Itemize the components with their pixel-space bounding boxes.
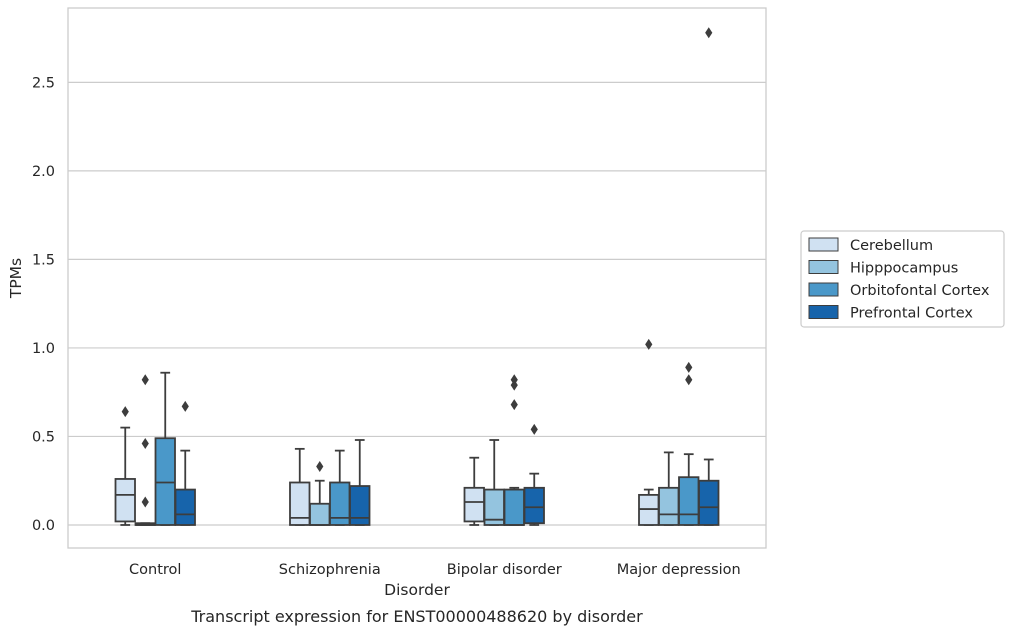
legend-swatch — [808, 305, 839, 319]
box-orbitofontal-cortex — [678, 361, 700, 526]
outlier-point — [530, 423, 538, 435]
legend-label: Orbitofontal Cortex — [850, 283, 990, 299]
box-prefrontal-cortex — [523, 423, 545, 526]
outlier-point — [685, 361, 693, 373]
outlier-point — [510, 399, 518, 411]
y-tick-label: 2.0 — [32, 164, 55, 180]
box-orbitofontal-cortex — [154, 371, 176, 526]
plot-frame — [67, 7, 767, 549]
outlier-point — [510, 374, 518, 386]
box-iqr — [349, 485, 371, 526]
box-cerebellum — [114, 406, 136, 526]
outlier-point — [685, 374, 693, 386]
box-orbitofontal-cortex — [329, 449, 351, 526]
legend-frame — [800, 230, 1005, 328]
outlier-point — [141, 374, 149, 386]
box-iqr — [523, 486, 545, 525]
box-iqr — [698, 479, 720, 526]
box-iqr — [658, 486, 680, 526]
y-tick-label: 0.5 — [32, 429, 55, 445]
box-iqr — [114, 478, 136, 523]
box-prefrontal-cortex — [349, 439, 371, 526]
box-hipppocampus — [134, 374, 156, 526]
outlier-point — [316, 461, 324, 473]
box-prefrontal-cortex — [698, 27, 720, 526]
box-orbitofontal-cortex — [503, 374, 525, 526]
x-tick-label: Major depression — [617, 562, 741, 578]
legend: Cerebellum Hipppocampus Orbitofontal Corte… — [800, 230, 1005, 328]
legend-swatch — [808, 237, 839, 252]
box-prefrontal-cortex — [174, 400, 196, 526]
outlier-point — [181, 400, 189, 412]
outlier-point — [121, 406, 129, 418]
outlier-point — [141, 438, 149, 450]
box-hipppocampus — [658, 451, 680, 526]
outlier-point — [705, 27, 713, 39]
y-tick-label: 1.0 — [32, 341, 55, 357]
y-tick-labels: 0.0 0.5 1.0 1.5 2.0 2.5 — [32, 75, 55, 534]
box-groups — [114, 27, 720, 526]
x-axis-label: Disorder — [384, 581, 450, 599]
legend-swatch — [808, 282, 839, 297]
box-hipppocampus — [483, 439, 505, 526]
y-tick-label: 0.0 — [32, 518, 55, 534]
y-axis-label: TPMs — [7, 258, 25, 299]
x-tick-label: Schizophrenia — [279, 562, 381, 578]
legend-swatch — [808, 260, 839, 274]
legend-label: Prefrontal Cortex — [850, 306, 973, 322]
box-iqr — [174, 488, 196, 526]
box-hipppocampus — [309, 461, 331, 526]
box-cerebellum — [463, 456, 485, 526]
chart-caption: Transcript expression for ENST0000048862… — [190, 607, 643, 626]
box-cerebellum — [638, 338, 660, 526]
x-tick-label: Control — [129, 562, 181, 578]
box-iqr — [503, 488, 525, 526]
y-tick-label: 2.5 — [32, 75, 55, 91]
outlier-point — [141, 496, 149, 508]
x-tick-labels: Control Schizophrenia Bipolar disorder Majo… — [129, 562, 741, 578]
legend-label: Hipppocampus — [850, 261, 958, 277]
y-tick-label: 1.5 — [32, 252, 55, 268]
outlier-point — [645, 338, 653, 350]
box-iqr — [463, 486, 485, 523]
box-iqr — [309, 502, 331, 526]
box-iqr — [678, 476, 700, 526]
legend-label: Cerebellum — [850, 238, 933, 254]
box-cerebellum — [289, 447, 311, 526]
x-tick-label: Bipolar disorder — [447, 562, 562, 578]
